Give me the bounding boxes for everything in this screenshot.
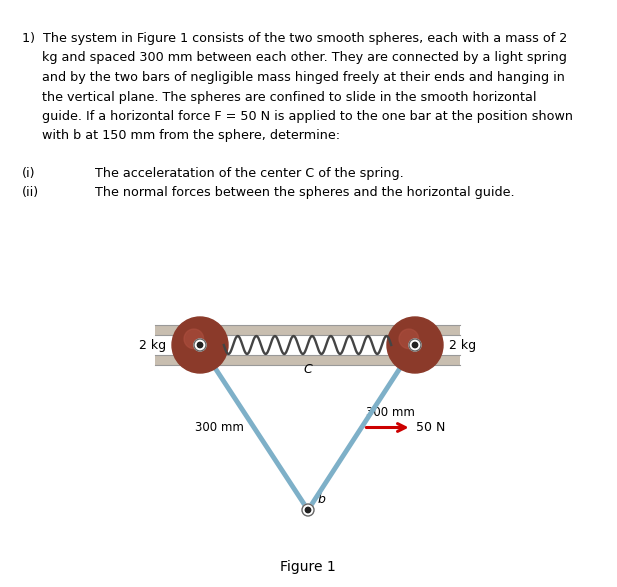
Text: 2 kg: 2 kg — [449, 339, 476, 352]
Circle shape — [172, 317, 228, 373]
Circle shape — [305, 507, 311, 512]
Text: guide. If a horizontal force F = 50 N is applied to the one bar at the position : guide. If a horizontal force F = 50 N is… — [22, 110, 573, 123]
Text: the vertical plane. The spheres are confined to slide in the smooth horizontal: the vertical plane. The spheres are conf… — [22, 90, 537, 103]
Circle shape — [412, 342, 418, 348]
Text: (ii): (ii) — [22, 186, 39, 199]
Text: Figure 1: Figure 1 — [280, 560, 336, 574]
Text: 50 N: 50 N — [416, 421, 446, 434]
Bar — [155, 355, 460, 365]
Text: b: b — [318, 493, 326, 506]
Circle shape — [194, 339, 206, 351]
Text: and by the two bars of negligible mass hinged freely at their ends and hanging i: and by the two bars of negligible mass h… — [22, 71, 565, 84]
Text: 2 kg: 2 kg — [139, 339, 166, 352]
Bar — [155, 325, 460, 335]
Text: kg and spaced 300 mm between each other. They are connected by a light spring: kg and spaced 300 mm between each other.… — [22, 52, 567, 65]
Text: C: C — [304, 363, 312, 376]
Circle shape — [302, 504, 314, 516]
Text: (i): (i) — [22, 167, 36, 180]
Circle shape — [399, 329, 419, 349]
Text: with b at 150 mm from the sphere, determine:: with b at 150 mm from the sphere, determ… — [22, 130, 340, 143]
Circle shape — [387, 317, 443, 373]
Circle shape — [409, 339, 421, 351]
Text: The normal forces between the spheres and the horizontal guide.: The normal forces between the spheres an… — [95, 186, 515, 199]
Text: 1)  The system in Figure 1 consists of the two smooth spheres, each with a mass : 1) The system in Figure 1 consists of th… — [22, 32, 567, 45]
Text: 300 mm: 300 mm — [195, 421, 244, 434]
Text: The acceleratation of the center C of the spring.: The acceleratation of the center C of th… — [95, 167, 404, 180]
Text: 300 mm: 300 mm — [365, 407, 415, 420]
Circle shape — [197, 342, 203, 348]
Circle shape — [184, 329, 204, 349]
